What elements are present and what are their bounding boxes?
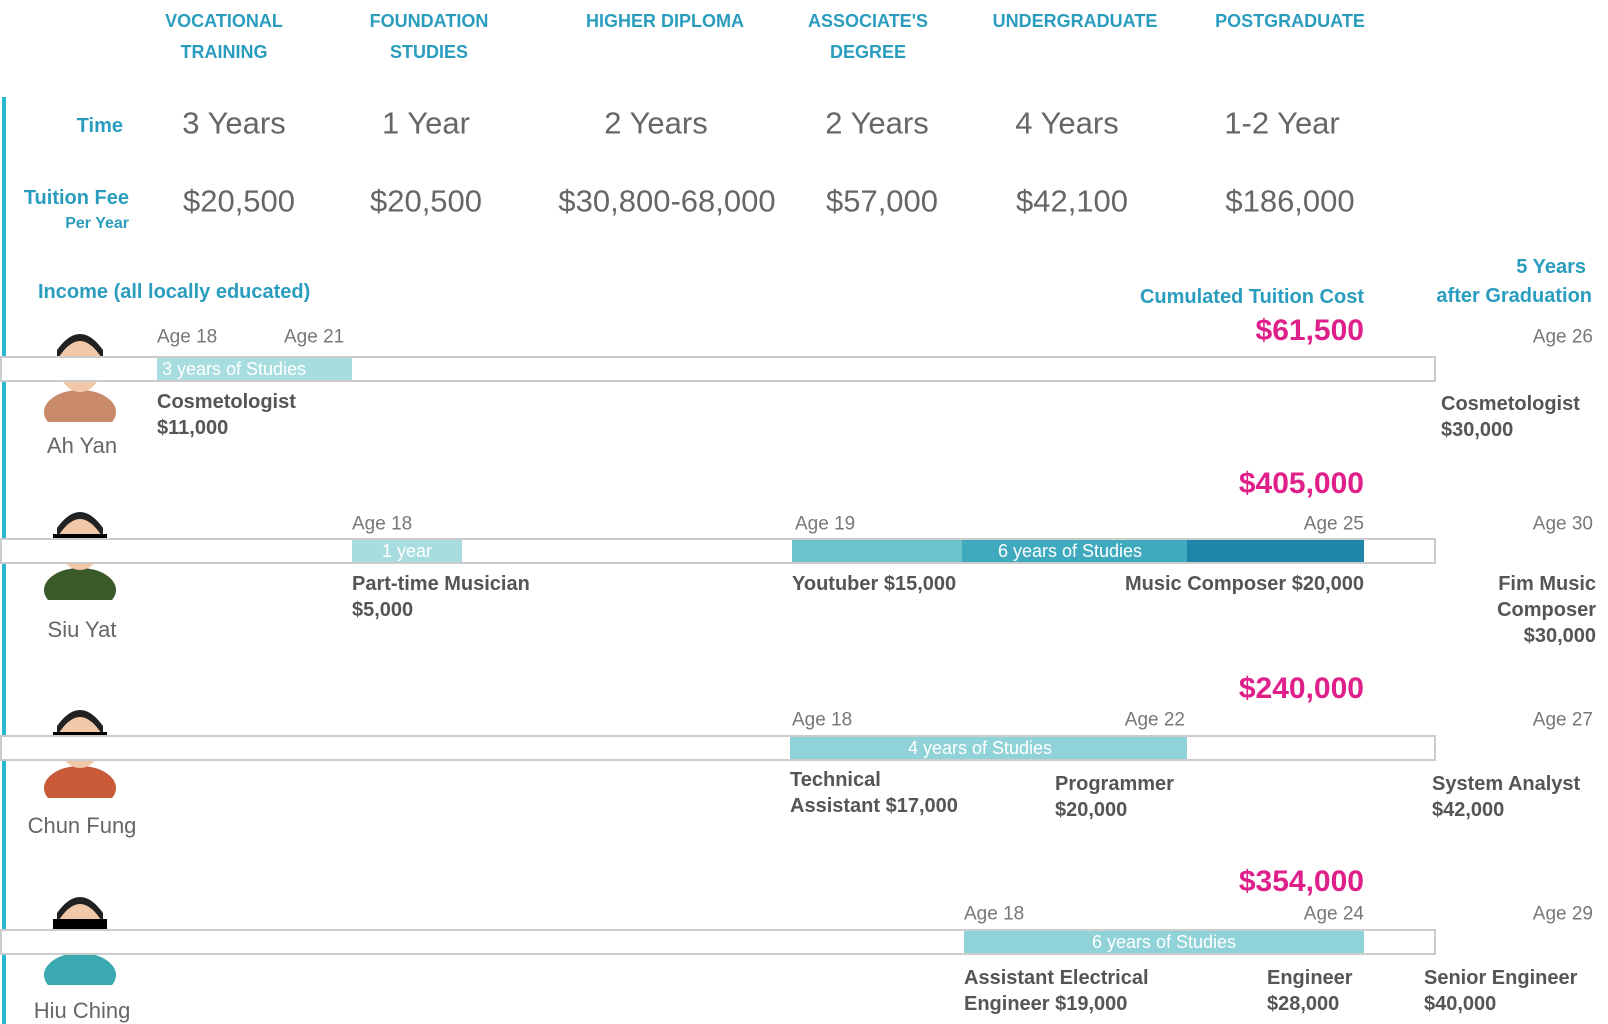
row-sublabel: Per Year	[65, 216, 129, 232]
column-header: ASSOCIATE'S	[808, 12, 928, 30]
column-header: STUDIES	[390, 43, 468, 61]
job-label: Assistant Electrical	[964, 968, 1149, 988]
time-value: 3 Years	[182, 108, 285, 139]
job-label: Part-time Musician	[352, 574, 530, 594]
study-label: 6 years of Studies	[1092, 933, 1236, 951]
column-header: VOCATIONAL	[165, 12, 283, 30]
tuition-cost: $354,000	[1239, 867, 1364, 897]
job-label: Cosmetologist	[1441, 394, 1580, 414]
study-label: 4 years of Studies	[908, 739, 1052, 757]
time-value: 4 Years	[1015, 108, 1118, 139]
age-label: Age 26	[1533, 328, 1593, 347]
fee-value: $30,800-68,000	[558, 186, 775, 217]
job-label: Cosmetologist	[157, 392, 296, 412]
time-value: 2 Years	[604, 108, 707, 139]
column-header: POSTGRADUATE	[1215, 12, 1365, 30]
job-label: $11,000	[157, 418, 228, 438]
job-label: $30,000	[1441, 420, 1513, 440]
column-header: after Graduation	[1436, 286, 1592, 306]
person-name: Hiu Ching	[34, 1000, 131, 1022]
fee-value: $186,000	[1225, 186, 1354, 217]
age-label: Age 18	[352, 515, 412, 534]
study-label: 6 years of Studies	[998, 542, 1142, 560]
row-label: Tuition Fee	[24, 188, 129, 208]
fee-value: $57,000	[826, 186, 938, 217]
fee-value: $20,500	[183, 186, 295, 217]
age-label: Age 18	[964, 905, 1024, 924]
timeline-bar	[0, 735, 1436, 761]
fee-value: $42,100	[1016, 186, 1128, 217]
job-label: Assistant $17,000	[790, 796, 958, 816]
study-label: 1 year	[382, 542, 432, 560]
study-label: 3 years of Studies	[162, 360, 306, 378]
page: VOCATIONAL TRAINING FOUNDATION STUDIES HIGHE…	[0, 0, 1608, 1024]
study-segment	[1187, 540, 1364, 562]
job-label: Technical	[790, 770, 881, 790]
column-header: HIGHER DIPLOMA	[586, 12, 744, 30]
time-value: 1-2 Year	[1224, 108, 1340, 139]
job-label: $42,000	[1432, 800, 1504, 820]
job-label: $40,000	[1424, 994, 1496, 1014]
column-header: TRAINING	[181, 43, 268, 61]
job-label: Music Composer $20,000	[1125, 574, 1364, 594]
age-label: Age 27	[1533, 711, 1593, 730]
job-label: Programmer	[1055, 774, 1174, 794]
person-name: Siu Yat	[48, 619, 117, 641]
age-label: Age 29	[1533, 905, 1593, 924]
job-label: Youtuber $15,000	[792, 574, 956, 594]
job-label: $30,000	[1524, 626, 1596, 646]
fee-value: $20,500	[370, 186, 482, 217]
job-label: Composer	[1497, 600, 1596, 620]
job-label: $5,000	[352, 600, 413, 620]
column-header: FOUNDATION	[370, 12, 489, 30]
column-header: Cumulated Tuition Cost	[1140, 287, 1364, 307]
job-label: System Analyst	[1432, 774, 1580, 794]
person-name: Ah Yan	[47, 435, 117, 457]
job-label: Engineer $19,000	[964, 994, 1127, 1014]
age-label: Age 25	[1304, 515, 1364, 534]
study-segment	[792, 540, 962, 562]
tuition-cost: $240,000	[1239, 674, 1364, 704]
job-label: $28,000	[1267, 994, 1339, 1014]
job-label: $20,000	[1055, 800, 1127, 820]
job-label: Engineer	[1267, 968, 1353, 988]
column-header: 5 Years	[1516, 257, 1586, 277]
column-header: DEGREE	[830, 43, 906, 61]
age-label: Age 21	[284, 328, 344, 347]
time-value: 1 Year	[382, 108, 470, 139]
person-name: Chun Fung	[28, 815, 137, 837]
age-label: Age 18	[157, 328, 217, 347]
section-title: Income (all locally educated)	[38, 282, 310, 302]
tuition-cost: $61,500	[1256, 316, 1364, 346]
age-label: Age 22	[1125, 711, 1185, 730]
age-label: Age 24	[1304, 905, 1364, 924]
row-label: Time	[77, 116, 123, 136]
age-label: Age 18	[792, 711, 852, 730]
job-label: Senior Engineer	[1424, 968, 1577, 988]
time-value: 2 Years	[825, 108, 928, 139]
job-label: Fim Music	[1498, 574, 1596, 594]
tuition-cost: $405,000	[1239, 469, 1364, 499]
age-label: Age 30	[1533, 515, 1593, 534]
column-header: UNDERGRADUATE	[993, 12, 1158, 30]
age-label: Age 19	[795, 515, 855, 534]
